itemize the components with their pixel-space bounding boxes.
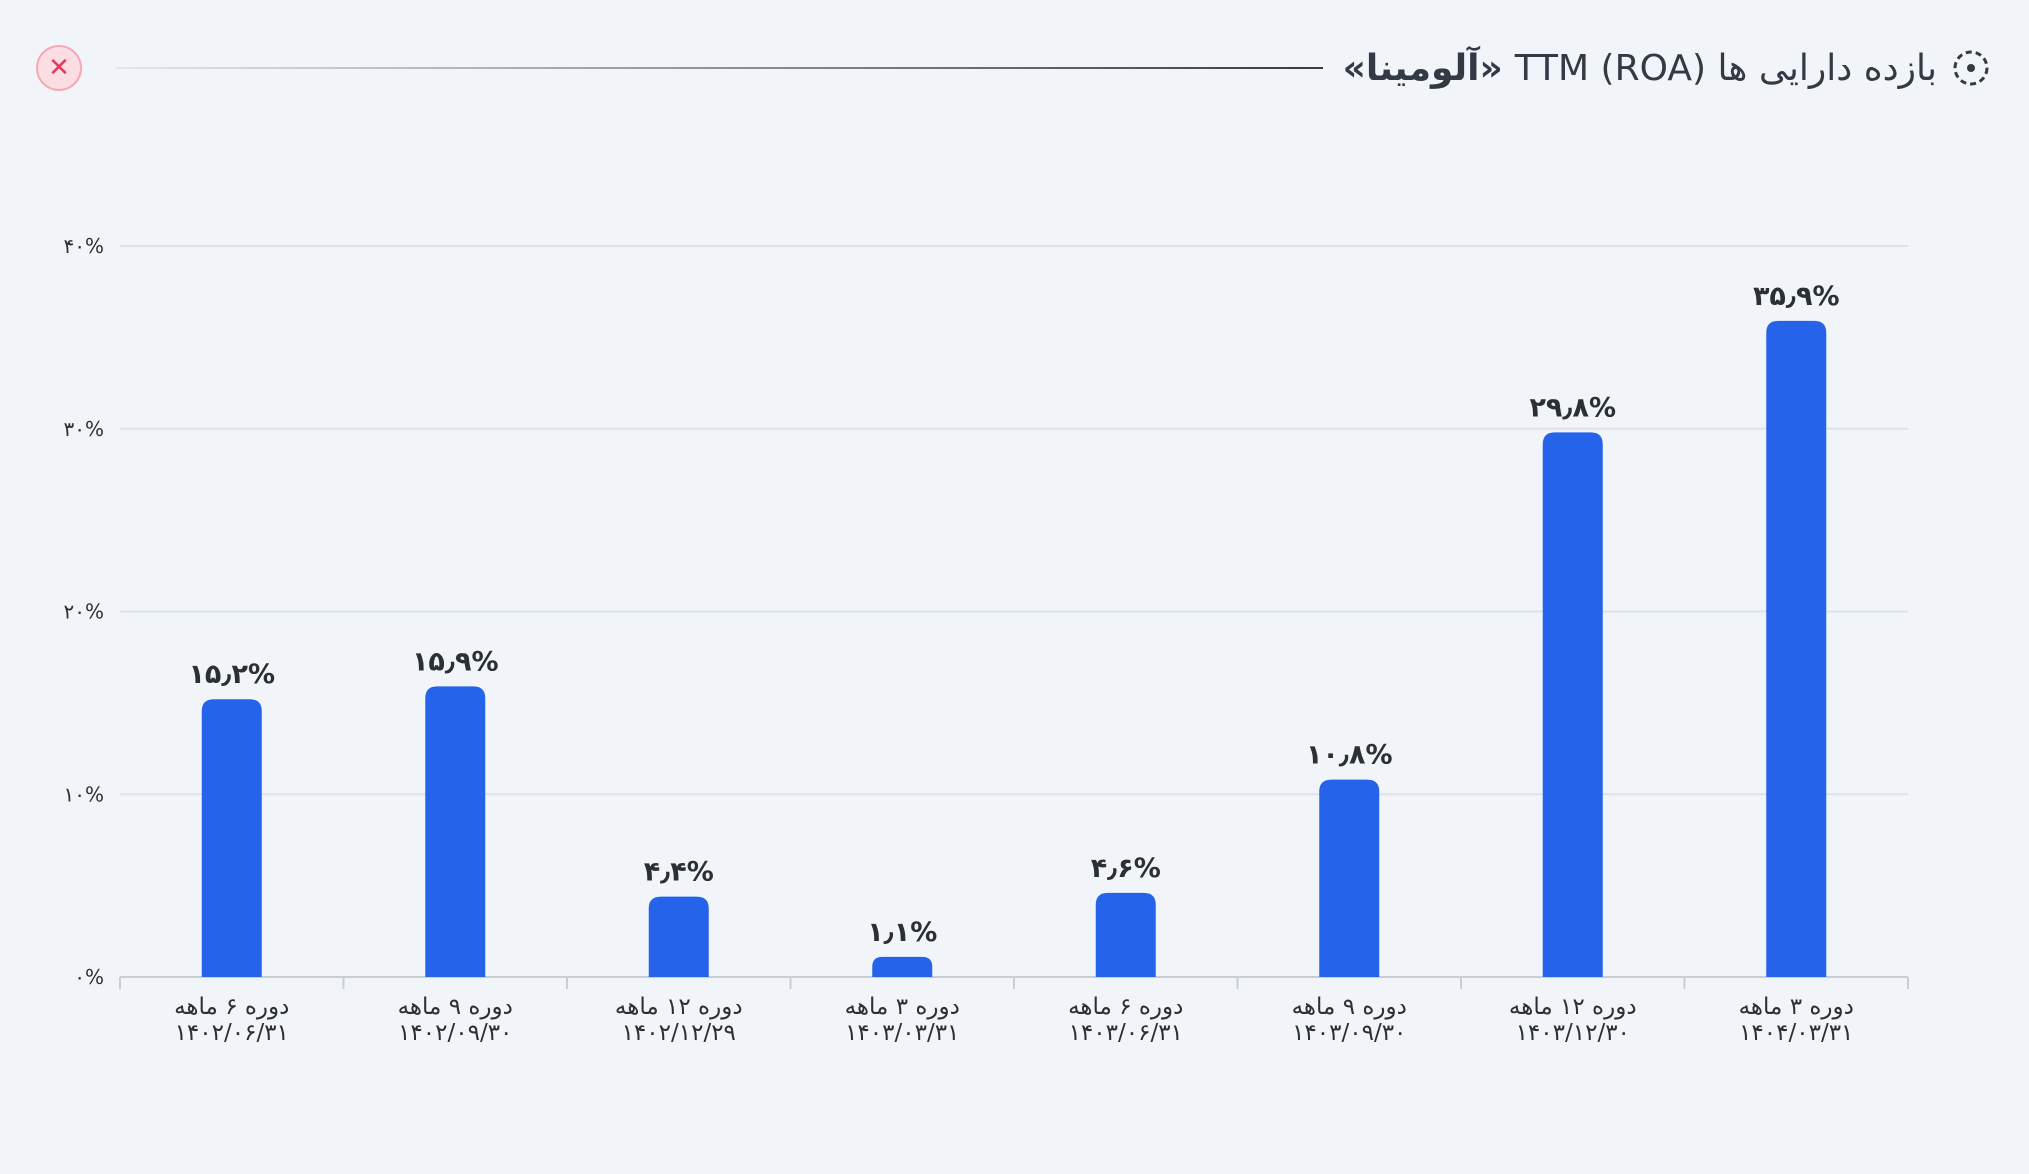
data-label: ۱۵٫۹% [412,646,499,677]
close-icon: ✕ [48,53,70,83]
x-tick-label-date: ۱۴۰۲/۰۹/۳۰ [398,1020,512,1046]
y-tick-label: ۲۰% [64,600,105,624]
x-tick-label-date: ۱۴۰۳/۱۲/۳۰ [1516,1020,1630,1046]
bar [872,956,933,977]
bar [1766,320,1827,977]
data-label: ۱۰٫۸% [1306,740,1393,771]
data-label: ۴٫۶% [1091,853,1161,884]
x-tick-label-period: دوره ۳ ماهه [845,994,960,1020]
header-divider [116,67,1323,69]
chart-title: بازده دارایی ها TTM (ROA) «آلومینا» [1343,48,1991,89]
x-tick-label-date: ۱۴۰۴/۰۳/۳۱ [1739,1020,1853,1046]
x-tick-label-date: ۱۴۰۳/۰۹/۳۰ [1292,1020,1406,1046]
x-tick-label-period: دوره ۹ ماهه [1292,994,1407,1020]
data-label: ۴٫۴% [644,857,714,888]
bar [201,699,262,977]
close-button[interactable]: ✕ [36,45,82,91]
x-tick-label-period: دوره ۶ ماهه [174,994,289,1020]
bar [648,896,709,977]
x-tick-label-date: ۱۴۰۳/۰۶/۳۱ [1069,1020,1183,1046]
bar [425,686,486,977]
target-icon [1953,50,1989,86]
x-tick-label-period: دوره ۳ ماهه [1739,994,1854,1020]
dialog-header: ✕ بازده دارایی ها TTM (ROA) «آلومینا» [36,30,1991,106]
data-label: ۳۵٫۹% [1753,281,1840,312]
x-tick-label-date: ۱۴۰۲/۱۲/۲۹ [622,1020,736,1046]
x-tick-label-date: ۱۴۰۳/۰۳/۳۱ [845,1020,959,1046]
x-tick-label-period: دوره ۶ ماهه [1068,994,1183,1020]
y-tick-label: ۱۰% [64,782,105,806]
x-tick-label-period: دوره ۱۲ ماهه [615,994,743,1020]
x-tick-label-date: ۱۴۰۲/۰۶/۳۱ [175,1020,289,1046]
data-label: ۱۵٫۲% [188,659,275,690]
company-name: «آلومینا» [1342,47,1503,89]
y-tick-label: ۰% [74,965,104,989]
x-tick-label-period: دوره ۹ ماهه [398,994,513,1020]
x-tick-label-period: دوره ۱۲ ماهه [1509,994,1637,1020]
data-label: ۲۹٫۸% [1529,392,1616,423]
bar [1319,779,1380,977]
bar [1542,432,1603,977]
chart-title-text: بازده دارایی ها TTM (ROA) [1514,47,1937,89]
y-tick-label: ۳۰% [64,417,105,441]
bar [1095,892,1156,977]
data-label: ۱٫۱% [867,917,937,948]
y-tick-label: ۴۰% [64,234,105,258]
